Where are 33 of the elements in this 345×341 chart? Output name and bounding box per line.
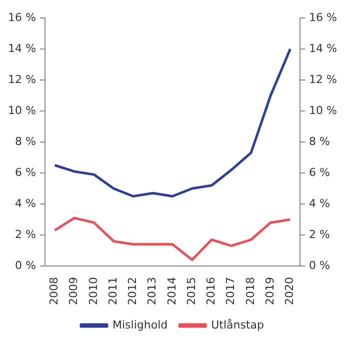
y2-tick-label: 16 %	[309, 10, 338, 24]
x-tick-label: 2020	[283, 277, 296, 306]
y-tick-label: 14 %	[8, 42, 36, 55]
y-tick-label: 12 %	[8, 72, 36, 86]
y2-tick-label: 14 %	[309, 42, 338, 55]
x-tick-label: 2013	[146, 277, 159, 306]
y-tick-label: 16 %	[8, 10, 36, 24]
y-tick-label: 0 %	[14, 258, 36, 272]
x-tick-label: 2010	[86, 277, 100, 306]
legend-label: Utlånstap	[211, 318, 264, 332]
x-tick-label: 2016	[204, 277, 218, 306]
x-tick-label: 2014	[165, 277, 178, 306]
y-tick-label: 6 %	[14, 166, 36, 179]
y2-tick-label: 2 %	[309, 228, 330, 241]
y2-tick-label: 4 %	[309, 196, 330, 210]
x-tick-label: 2017	[224, 277, 238, 306]
y-tick-label: 2 %	[14, 228, 36, 241]
y-tick-label: 8 %	[14, 134, 36, 148]
x-tick-label: 2008	[48, 277, 61, 306]
x-tick-label: 2012	[126, 277, 140, 306]
y-tick-label: 4 %	[14, 196, 36, 210]
y2-tick-label: 10 %	[309, 104, 338, 117]
x-tick-label: 2018	[244, 277, 257, 306]
y2-tick-label: 8 %	[309, 134, 330, 148]
y2-tick-label: 12 %	[309, 72, 338, 86]
x-tick-label: 2015	[184, 277, 198, 306]
y-tick-label: 10 %	[8, 104, 36, 117]
y2-tick-label: 0 %	[309, 258, 330, 272]
x-tick-label: 2011	[106, 277, 120, 306]
legend-label: Mislighold	[112, 318, 168, 332]
x-tick-label: 2009	[67, 277, 80, 306]
x-tick-label: 2019	[263, 277, 276, 306]
y2-tick-label: 6 %	[309, 166, 330, 179]
